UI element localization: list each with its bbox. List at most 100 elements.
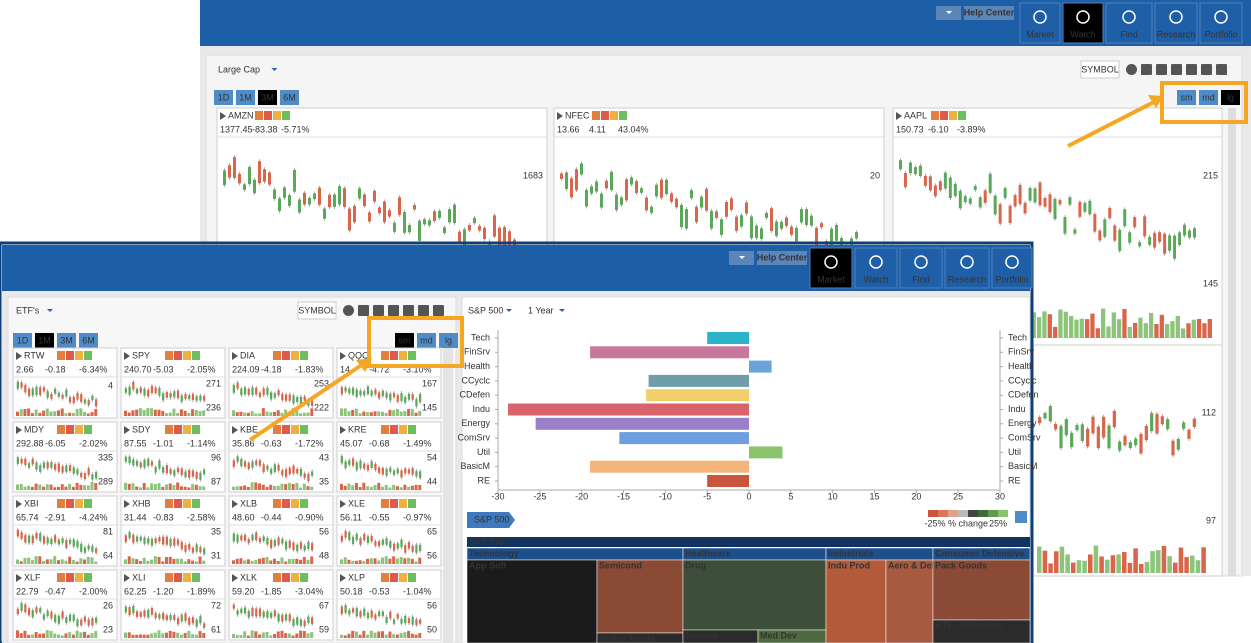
symbol-button-label[interactable]: SYMBOL — [1081, 64, 1119, 74]
toolbar-icon[interactable] — [418, 305, 429, 316]
size-button[interactable] — [1221, 90, 1240, 105]
nav-label[interactable]: Portfolio — [995, 274, 1028, 284]
nav-label[interactable]: Watch — [863, 274, 888, 284]
tile-symbol[interactable]: SPY — [132, 350, 150, 360]
period-label[interactable]: 1M — [239, 92, 252, 102]
nav-label[interactable]: Market — [817, 274, 845, 284]
toolbar-icon[interactable] — [343, 305, 354, 316]
tile-symbol[interactable]: XBI — [24, 498, 39, 508]
period-button[interactable] — [280, 90, 299, 105]
toolbar-icon[interactable] — [373, 305, 384, 316]
toolbar-icon[interactable] — [1126, 64, 1137, 75]
size-button[interactable] — [395, 333, 414, 348]
symbol-button[interactable] — [1080, 60, 1120, 79]
tile-symbol[interactable]: MDY — [24, 424, 44, 434]
tile-symbol[interactable]: XLI — [132, 572, 146, 582]
heatmap-cell[interactable] — [825, 559, 887, 643]
index-select[interactable]: S&P 500 — [468, 305, 503, 315]
toolbar-icon[interactable] — [388, 305, 399, 316]
nav-label[interactable]: Watch — [1070, 29, 1095, 39]
toolbar-icon[interactable] — [358, 305, 369, 316]
size-button[interactable] — [1177, 90, 1196, 105]
toolbar-icon[interactable] — [1171, 64, 1182, 75]
period-label[interactable]: 3M — [60, 335, 73, 345]
heatmap-cell[interactable] — [682, 559, 827, 631]
size-label[interactable]: md — [1202, 92, 1215, 102]
volume-bar — [265, 411, 269, 416]
tile-symbol[interactable]: DIA — [240, 350, 255, 360]
help-center[interactable]: Help Center — [964, 7, 1015, 17]
tile-symbol[interactable]: KRE — [348, 424, 367, 434]
candle-body — [247, 610, 250, 618]
toolbar-icon[interactable] — [1201, 64, 1212, 75]
volume-bar — [1037, 317, 1042, 338]
tile-symbol[interactable]: AMZN — [228, 110, 254, 120]
period-button[interactable] — [35, 333, 54, 348]
toolbar-icon[interactable] — [1186, 64, 1197, 75]
tile-symbol[interactable]: KBE — [240, 424, 258, 434]
nav-label[interactable]: Find — [912, 274, 930, 284]
heatmap-cell[interactable] — [596, 559, 684, 634]
size-button[interactable] — [1199, 90, 1218, 105]
volume-bar — [127, 632, 131, 638]
tile-symbol[interactable]: NFEC — [565, 110, 590, 120]
heatmap-cell[interactable] — [932, 559, 1031, 621]
list-name[interactable]: ETF's — [16, 305, 40, 315]
tile-symbol[interactable]: QQQ — [348, 350, 369, 360]
period-label[interactable]: 3M — [261, 92, 274, 102]
tile-symbol[interactable]: RTW — [24, 350, 45, 360]
volume-bar — [127, 483, 131, 490]
period-button[interactable] — [236, 90, 255, 105]
period-button[interactable] — [57, 333, 76, 348]
size-label[interactable]: lg — [1227, 92, 1234, 102]
settings-button[interactable] — [1015, 511, 1027, 523]
help-center[interactable]: Help Center — [757, 252, 808, 262]
tile-symbol[interactable]: SDY — [132, 424, 151, 434]
period-label[interactable]: 6M — [82, 335, 95, 345]
period-label[interactable]: 1D — [218, 92, 230, 102]
volume-bar — [276, 485, 280, 490]
nav-label[interactable]: Market — [1026, 29, 1054, 39]
period-button[interactable] — [79, 333, 98, 348]
help-center-button[interactable] — [757, 251, 807, 265]
size-label[interactable]: sm — [399, 335, 411, 345]
period-button[interactable] — [258, 90, 277, 105]
heatmap-cell[interactable] — [932, 619, 1031, 643]
symbol-button[interactable] — [297, 301, 337, 320]
nav-label[interactable]: Find — [1120, 29, 1138, 39]
tile-symbol[interactable]: XLP — [348, 572, 365, 582]
nav-label[interactable]: Research — [948, 274, 987, 284]
period-label[interactable]: 1D — [17, 335, 29, 345]
nav-label[interactable]: Research — [1157, 29, 1196, 39]
tile-symbol[interactable]: XLF — [24, 572, 41, 582]
size-label[interactable]: lg — [445, 335, 452, 345]
toolbar-icon[interactable] — [1156, 64, 1167, 75]
symbol-button-label[interactable]: SYMBOL — [298, 305, 336, 315]
heatmap-tab-label[interactable]: S&P 500 — [474, 514, 509, 524]
toolbar-icon[interactable] — [403, 305, 414, 316]
heatmap-cell[interactable] — [885, 559, 934, 643]
tile-symbol[interactable]: XHB — [132, 498, 151, 508]
tile-symbol[interactable]: XLE — [348, 498, 365, 508]
period-label[interactable]: 1M — [38, 335, 51, 345]
toolbar-icon[interactable] — [1216, 64, 1227, 75]
tile-symbol[interactable]: XLB — [240, 498, 257, 508]
size-button[interactable] — [439, 333, 458, 348]
period-select[interactable]: 1 Year — [528, 305, 554, 315]
heatmap-cell[interactable] — [466, 559, 598, 643]
tile-symbol[interactable]: AAPL — [904, 110, 927, 120]
nav-label[interactable]: Portfolio — [1204, 29, 1237, 39]
size-button[interactable] — [417, 333, 436, 348]
period-button[interactable] — [13, 333, 32, 348]
tile-symbol[interactable]: XLK — [240, 572, 257, 582]
period-button[interactable] — [214, 90, 233, 105]
help-center-button[interactable] — [964, 6, 1014, 20]
period-label[interactable]: 6M — [283, 92, 296, 102]
list-name[interactable]: Large Cap — [218, 64, 260, 74]
size-label[interactable]: md — [420, 335, 433, 345]
size-label[interactable]: sm — [1181, 92, 1193, 102]
toolbar-icon[interactable] — [433, 305, 444, 316]
candle-body — [400, 539, 403, 548]
heatmap-tab[interactable] — [467, 512, 515, 528]
toolbar-icon[interactable] — [1141, 64, 1152, 75]
